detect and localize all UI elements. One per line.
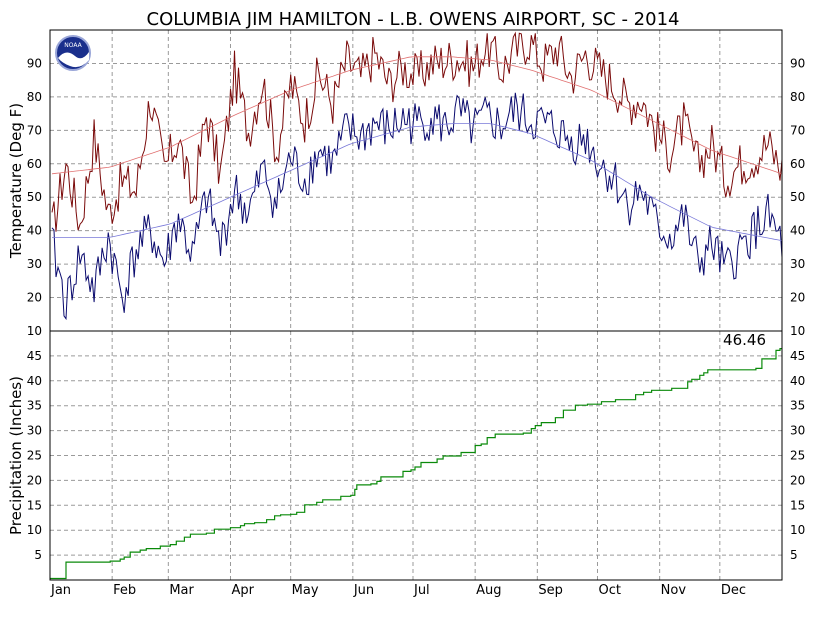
precip-ytick-label-left: 25 — [27, 449, 42, 463]
temp-ytick-label-right: 20 — [790, 291, 805, 305]
precip-total-label: 46.46 — [723, 331, 766, 349]
precip-ytick-label-right: 10 — [790, 523, 805, 537]
temp-ytick-label-left: 50 — [27, 190, 42, 204]
precip-ytick-label-right: 15 — [790, 498, 805, 512]
series-daily-high — [51, 31, 783, 232]
series-normal-low — [52, 123, 783, 242]
precip-ytick-label-left: 5 — [34, 548, 42, 562]
temp-ytick-label-right: 80 — [790, 90, 805, 104]
temp-ytick-label-left: 70 — [27, 123, 42, 137]
precip-ytick-label-right: 20 — [790, 473, 805, 487]
temp-ytick-label-left: 10 — [27, 324, 42, 338]
temperature-panel: 10 10 20 20 30 30 40 40 50 50 60 60 70 70 80 80 90 90 Temp… — [7, 29, 805, 338]
month-label-jun: Jun — [353, 583, 374, 598]
month-label-oct: Oct — [598, 583, 620, 598]
month-label-sep: Sep — [538, 583, 563, 598]
temp-ytick-label-left: 30 — [27, 257, 42, 271]
precip-ytick-label-left: 30 — [27, 424, 42, 438]
month-label-may: May — [292, 583, 319, 598]
month-label-jul: Jul — [413, 583, 430, 598]
month-label-mar: Mar — [169, 583, 194, 598]
precip-ytick-label-left: 40 — [27, 374, 42, 388]
series-cumulative-precip — [50, 348, 782, 580]
precip-ytick-label-left: 45 — [27, 349, 42, 363]
temp-ytick-label-left: 40 — [27, 224, 42, 238]
noaa-logo-text: NOAA — [64, 42, 82, 49]
precip-ytick-label-left: 10 — [27, 523, 42, 537]
precip-ytick-label-right: 40 — [790, 374, 805, 388]
precip-ytick-label-left: 20 — [27, 473, 42, 487]
temperature-plot-frame — [49, 29, 783, 332]
temp-ytick-label-right: 60 — [790, 157, 805, 171]
temperature-axis-title: Temperature (Deg F) — [7, 103, 25, 259]
precip-ytick-label-right: 5 — [790, 548, 798, 562]
temp-ytick-label-right: 10 — [790, 324, 805, 338]
noaa-logo: NOAA — [55, 35, 91, 71]
temp-ytick-label-right: 50 — [790, 190, 805, 204]
series-daily-low — [51, 92, 783, 321]
chart-title: COLUMBIA JIM HAMILTON - L.B. OWENS AIRPO… — [147, 9, 680, 30]
precipitation-panel: 5 5 10 10 15 15 20 20 25 25 30 30 35 35 40 40 45 45 Jan Feb… — [7, 330, 805, 598]
temp-ytick-label-left: 90 — [27, 56, 42, 70]
temp-ytick-label-right: 40 — [790, 224, 805, 238]
month-label-dec: Dec — [721, 583, 746, 598]
precipitation-axis-title: Precipitation (Inches) — [7, 376, 25, 535]
temp-ytick-label-left: 60 — [27, 157, 42, 171]
precip-ytick-label-right: 25 — [790, 449, 805, 463]
month-label-aug: Aug — [476, 583, 501, 598]
precip-ytick-label-right: 30 — [790, 424, 805, 438]
month-label-jan: Jan — [50, 583, 71, 598]
temp-ytick-label-right: 70 — [790, 123, 805, 137]
temp-ytick-label-right: 30 — [790, 257, 805, 271]
temp-ytick-label-left: 20 — [27, 291, 42, 305]
month-label-feb: Feb — [113, 583, 136, 598]
temp-ytick-label-left: 80 — [27, 90, 42, 104]
temp-ytick-label-right: 90 — [790, 56, 805, 70]
precip-ytick-label-right: 35 — [790, 399, 805, 413]
series-normal-high — [51, 56, 783, 175]
month-label-apr: Apr — [231, 583, 254, 598]
precip-ytick-label-right: 45 — [790, 349, 805, 363]
precip-ytick-label-left: 15 — [27, 498, 42, 512]
month-label-nov: Nov — [661, 583, 687, 598]
precipitation-plot-frame — [49, 330, 783, 581]
precip-ytick-label-left: 35 — [27, 399, 42, 413]
